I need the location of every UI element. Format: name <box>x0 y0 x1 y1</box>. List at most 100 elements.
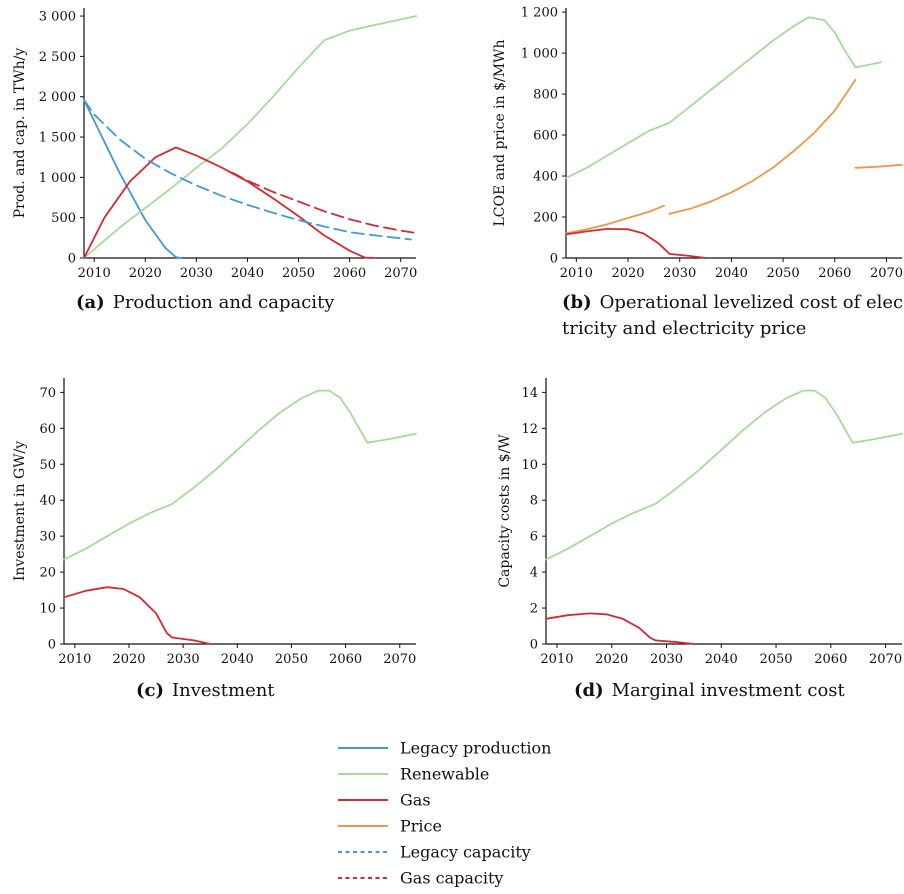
series-gas-c <box>63 586 212 645</box>
y-tick-label-a: 0 <box>68 252 76 267</box>
y-tick-label-b: 800 <box>533 88 558 103</box>
y-tick-label-c: 10 <box>39 602 56 617</box>
y-tick-label-d: 14 <box>521 386 538 401</box>
x-tick-label-c: 2040 <box>221 652 254 667</box>
x-tick-label-c: 2020 <box>112 652 145 667</box>
legend-label-renewable: Renewable <box>400 765 489 784</box>
series-price-b <box>668 78 857 215</box>
y-tick-label-b: 1 000 <box>521 47 558 62</box>
y-tick-label-d: 12 <box>521 422 538 437</box>
panel-b: (b) Operational levelized cost of elec- t… <box>492 6 904 339</box>
y-tick-label-c: 20 <box>39 566 56 581</box>
y-tick-label-b: 0 <box>550 252 558 267</box>
x-tick-label-b: 2010 <box>560 266 593 281</box>
y-tick-label-a: 500 <box>51 211 76 226</box>
caption-d-text: Marginal investment cost <box>612 680 846 701</box>
y-tick-label-b: 400 <box>533 170 558 185</box>
y-tick-label-a: 2 500 <box>39 50 76 65</box>
caption-a-text: Production and capacity <box>113 292 336 313</box>
x-tick-label-c: 2050 <box>275 652 308 667</box>
x-tick-label-b: 2060 <box>818 266 851 281</box>
caption-c-text: Investment <box>172 680 275 701</box>
y-tick-label-d: 2 <box>530 602 538 617</box>
series-gas-d <box>545 612 695 645</box>
y-tick-label-a: 3 000 <box>39 10 76 25</box>
series-gas-a <box>83 146 376 259</box>
y-tick-label-b: 600 <box>533 129 558 144</box>
caption-d-label: (d) <box>574 680 604 701</box>
y-axis-label-a: Prod. and cap. in TWh/y <box>12 48 28 219</box>
legend: Legacy production Renewable Gas Price Legacy… <box>338 739 551 888</box>
x-tick-label-b: 2070 <box>870 266 903 281</box>
legend-label-price: Price <box>400 817 442 836</box>
caption-b-label: (b) <box>562 292 592 313</box>
y-tick-label-c: 50 <box>39 458 56 473</box>
x-tick-label-a: 2020 <box>129 266 162 281</box>
x-tick-label-a: 2010 <box>78 266 111 281</box>
y-axis-label-b: LCOE and price in $/MWh <box>492 40 508 227</box>
x-tick-label-a: 2030 <box>180 266 213 281</box>
caption-b-line2: tricity and electricity price <box>562 318 806 339</box>
y-tick-label-c: 30 <box>39 530 56 545</box>
series-price-b <box>854 163 903 169</box>
x-tick-label-a: 2050 <box>282 266 315 281</box>
x-tick-label-d: 2030 <box>650 652 683 667</box>
series-gas-capacity-a <box>231 171 417 234</box>
y-tick-label-a: 1 000 <box>39 171 76 186</box>
y-tick-label-c: 0 <box>48 638 56 653</box>
caption-b-line1: (b) Operational levelized cost of elec- <box>562 292 904 313</box>
panel-a: (a) Production and capacity 0 500 1 000 1 50… <box>12 8 417 313</box>
x-tick-label-c: 2060 <box>329 652 362 667</box>
caption-b-text-2: tricity and electricity price <box>562 318 806 339</box>
x-tick-label-b: 2020 <box>611 266 644 281</box>
y-tick-label-b: 1 200 <box>521 6 558 21</box>
x-tick-label-c: 2030 <box>167 652 200 667</box>
y-tick-label-d: 4 <box>530 566 538 581</box>
x-tick-label-b: 2050 <box>767 266 800 281</box>
y-axis-label-d: Capacity costs in $/W <box>497 434 513 588</box>
caption-c: (c) Investment <box>136 680 275 701</box>
x-tick-label-b: 2040 <box>715 266 748 281</box>
x-tick-label-c: 2070 <box>383 652 416 667</box>
caption-d: (d) Marginal investment cost <box>574 680 846 701</box>
x-tick-label-a: 2040 <box>231 266 264 281</box>
y-tick-label-d: 6 <box>530 530 538 545</box>
caption-c-label: (c) <box>136 680 164 701</box>
series-legacy-production-a <box>83 99 182 259</box>
y-tick-label-d: 8 <box>530 494 538 509</box>
series-renewable-c <box>63 389 417 561</box>
series-renewable-d <box>545 389 903 561</box>
y-tick-label-a: 2 000 <box>39 90 76 105</box>
legend-label-gas: Gas <box>400 791 431 810</box>
legend-label-gas-capacity: Gas capacity <box>400 869 503 888</box>
x-tick-label-d: 2070 <box>869 652 902 667</box>
series-renewable-b <box>565 16 883 179</box>
x-tick-label-d: 2020 <box>595 652 628 667</box>
series-renewable-a <box>83 15 417 259</box>
caption-b-text-1: Operational levelized cost of elec- <box>600 292 904 313</box>
x-tick-label-d: 2010 <box>540 652 573 667</box>
y-tick-label-d: 10 <box>521 458 538 473</box>
y-tick-label-c: 60 <box>39 422 56 437</box>
y-tick-label-c: 40 <box>39 494 56 509</box>
series-price-b <box>565 204 666 235</box>
y-tick-label-c: 70 <box>39 386 56 401</box>
legend-label-legacy-production: Legacy production <box>400 739 551 758</box>
series-gas-b <box>565 228 707 259</box>
x-tick-label-d: 2050 <box>759 652 792 667</box>
caption-a: (a) Production and capacity <box>76 292 335 313</box>
series-legacy-capacity-a <box>83 99 412 241</box>
y-tick-label-b: 200 <box>533 211 558 226</box>
panel-d: (d) Marginal investment cost 0 2 4 6 8 10 12 14 2… <box>497 378 903 701</box>
x-tick-label-b: 2030 <box>663 266 696 281</box>
legend-label-legacy-capacity: Legacy capacity <box>400 843 531 862</box>
x-tick-label-c: 2010 <box>58 652 91 667</box>
caption-a-label: (a) <box>76 292 105 313</box>
y-axis-label-c: Investment in GW/y <box>12 441 28 581</box>
x-tick-label-a: 2060 <box>333 266 366 281</box>
x-tick-label-d: 2060 <box>814 652 847 667</box>
y-tick-label-a: 1 500 <box>39 131 76 146</box>
x-tick-label-a: 2070 <box>384 266 417 281</box>
